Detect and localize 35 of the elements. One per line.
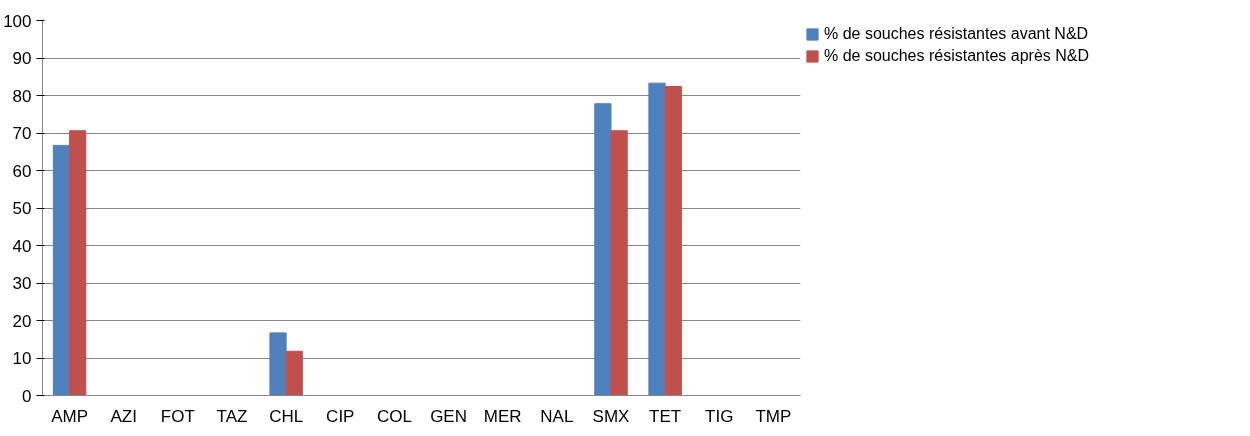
x-tick-label: TMP [755,406,792,426]
x-tick-label: CIP [326,406,355,426]
y-tick-label: 70 [12,124,32,143]
y-tick-label: 0 [22,386,32,406]
y-tick-label: 50 [12,199,32,218]
bar [69,130,87,396]
bar [594,103,612,396]
y-tick-label: 30 [12,274,32,293]
x-tick-label: NAL [540,406,574,426]
bar [648,82,666,396]
bar [269,332,287,396]
legend-label: % de souches résistantes avant N&D [824,25,1089,43]
legend-label: % de souches résistantes après N&D [824,47,1090,65]
x-tick-label: SMX [592,406,630,426]
y-tick-label: 40 [12,236,32,256]
x-tick-label: TET [649,406,682,426]
x-tick-label: AMP [51,406,88,426]
y-tick-label: 100 [3,11,32,31]
y-tick-label: 20 [12,311,32,331]
x-tick-label: AZI [110,406,137,426]
x-tick-label: COL [376,406,412,426]
x-tick-label: CHL [269,406,304,426]
y-tick-label: 80 [12,86,32,106]
x-tick-label: GEN [430,406,467,426]
x-tick-label: MER [483,406,522,426]
x-tick-label: FOT [160,406,195,426]
bar [52,144,71,396]
y-tick-label: 90 [12,49,32,68]
y-tick-label: 10 [12,349,32,368]
x-tick-label: TAZ [216,406,248,426]
bar [285,350,303,396]
x-tick-label: TIG [705,406,734,426]
y-tick-label: 60 [12,161,32,181]
bar [664,86,682,396]
bar [610,130,628,396]
